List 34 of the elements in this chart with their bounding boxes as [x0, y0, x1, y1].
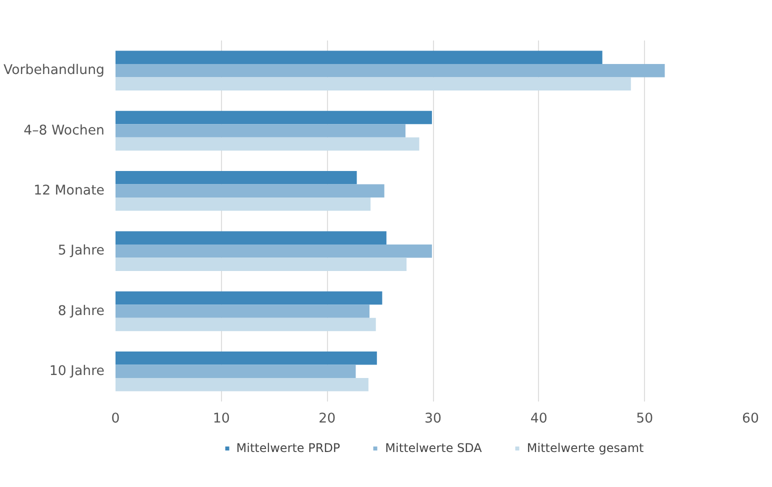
bar	[116, 64, 665, 78]
y-tick-label: 8 Jahre	[58, 304, 105, 319]
y-tick-label: 10 Jahre	[49, 364, 105, 379]
bar	[116, 137, 420, 151]
bar	[116, 258, 407, 271]
bar	[116, 198, 371, 211]
bar	[116, 184, 384, 198]
x-tick-label: 0	[111, 412, 120, 426]
bar	[116, 352, 377, 365]
legend-label: Mittelwerte gesamt	[526, 440, 644, 454]
bar	[116, 171, 357, 184]
y-tick-label: 12 Monate	[34, 183, 104, 198]
bar	[116, 77, 631, 90]
bar	[116, 378, 368, 392]
legend-label: Mittelwerte PRDP	[236, 440, 340, 454]
bar	[116, 291, 382, 305]
bar	[116, 124, 406, 138]
x-tick-label: 60	[742, 412, 759, 426]
y-tick-label: 4–8 Wochen	[24, 123, 105, 138]
bar	[116, 304, 370, 318]
bar	[116, 244, 432, 258]
x-tick-label: 30	[424, 412, 442, 426]
bar	[116, 110, 432, 124]
y-tick-label: Vorbehandlung	[4, 63, 105, 78]
x-tick-label: 10	[212, 412, 230, 426]
bar	[116, 50, 602, 64]
bar	[116, 364, 356, 378]
bar	[116, 231, 386, 244]
legend-label: Mittelwerte SDA	[385, 440, 482, 454]
x-tick-label: 40	[530, 412, 548, 426]
x-tick-label: 20	[318, 412, 336, 426]
x-tick-label: 50	[636, 412, 654, 426]
y-tick-label: 5 Jahre	[58, 244, 105, 259]
bar	[116, 318, 376, 332]
